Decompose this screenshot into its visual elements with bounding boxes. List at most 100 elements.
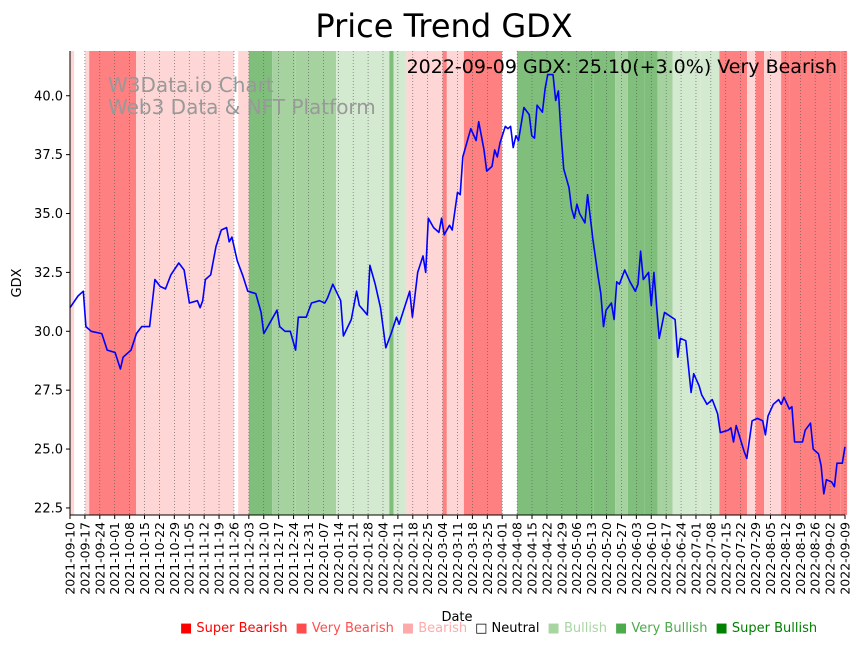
x-tick-label: 2022-08-05 [763, 522, 778, 595]
x-tick-label: 2022-01-14 [331, 522, 346, 595]
y-tick-label: 30.0 [34, 325, 63, 340]
x-tick-label: 2022-03-04 [435, 522, 450, 595]
sentiment-band [764, 51, 782, 515]
y-tick-label: 37.5 [34, 148, 63, 163]
x-axis-label: Date [441, 610, 472, 625]
x-tick-label: 2022-03-25 [480, 522, 495, 595]
sentiment-band [389, 51, 394, 515]
legend-label: Bearish [418, 621, 468, 636]
legend-label: Bullish [563, 621, 607, 636]
x-tick-label: 2022-08-26 [808, 522, 823, 595]
x-tick-label: 2022-02-11 [390, 522, 405, 595]
sentiment-band [463, 51, 503, 515]
x-tick-label: 2022-06-24 [674, 522, 689, 595]
x-tick-label: 2022-01-28 [361, 522, 376, 595]
x-tick-label: 2022-04-15 [525, 522, 540, 595]
x-tick-label: 2021-12-24 [286, 522, 301, 595]
sentiment-band [84, 51, 90, 515]
x-tick-label: 2022-01-21 [346, 522, 361, 595]
sentiment-band [136, 51, 188, 515]
x-tick-label: 2022-05-13 [584, 522, 599, 595]
x-tick-label: 2022-07-01 [688, 522, 703, 595]
x-tick-label: 2021-09-24 [92, 522, 107, 595]
sentiment-band [442, 51, 447, 515]
x-tick-label: 2022-06-17 [659, 522, 674, 595]
sentiment-band [336, 51, 390, 515]
legend-marker: □ [475, 621, 492, 636]
x-axis-ticks: 2021-09-10 2021-09-17 2021-09-24 2021-10-01… [63, 515, 853, 595]
x-tick-label: 2022-04-22 [539, 522, 554, 595]
x-tick-label: 2022-03-11 [450, 522, 465, 595]
x-tick-label: 2022-02-04 [375, 522, 390, 595]
x-tick-label: 2021-12-10 [256, 522, 271, 595]
sentiment-band [593, 51, 616, 515]
watermark-line-1: W3Data.io Chart [108, 73, 274, 97]
sentiment-band [657, 51, 673, 515]
x-tick-label: 2022-04-29 [554, 522, 569, 595]
legend-item: ■ Super Bullish [715, 621, 817, 636]
legend-item: □ Neutral [475, 621, 539, 636]
x-tick-label: 2022-05-27 [614, 522, 629, 595]
x-tick-label: 2021-12-31 [301, 522, 316, 595]
sentiment-band [70, 51, 75, 515]
x-tick-label: 2022-09-09 [838, 522, 853, 595]
legend-marker: ■ [614, 621, 632, 636]
legend-item: ■ Very Bullish [615, 621, 707, 636]
legend-marker: ■ [401, 621, 419, 636]
sentiment-band [755, 51, 765, 515]
y-tick-label: 22.5 [34, 501, 63, 516]
x-tick-label: 2021-10-29 [167, 522, 182, 595]
x-tick-label: 2021-11-12 [197, 522, 212, 595]
sentiment-band [840, 51, 848, 515]
x-tick-label: 2022-06-10 [644, 522, 659, 595]
y-axis-ticks: 22.5 25.0 27.5 30.0 32.5 35.0 37.5 40.0 [34, 89, 70, 516]
sentiment-band [502, 51, 518, 515]
sentiment-band [74, 51, 85, 515]
sentiment-band [393, 51, 407, 515]
legend-label: Super Bullish [731, 621, 818, 636]
legend-marker: ■ [547, 621, 564, 636]
legend-item: ■ Very Bearish [296, 621, 394, 636]
x-tick-label: 2022-09-02 [823, 522, 838, 595]
x-tick-label: 2021-10-15 [137, 522, 152, 595]
sentiment-band [446, 51, 464, 515]
x-tick-label: 2021-12-17 [271, 522, 286, 595]
price-series [69, 73, 846, 495]
sentiment-band [672, 51, 701, 515]
y-axis-label: GDX [10, 268, 25, 297]
legend-item: ■ Bullish [548, 621, 607, 636]
sentiment-band [272, 51, 296, 515]
legend-item: ■ Bearish [402, 621, 467, 636]
sentiment-band [248, 51, 273, 515]
legend-label: Very Bearish [311, 621, 394, 636]
x-tick-label: 2022-08-19 [793, 522, 808, 595]
x-tick-label: 2021-12-03 [241, 522, 256, 595]
sentiment-band [747, 51, 756, 515]
x-tick-label: 2022-02-18 [405, 522, 420, 595]
x-tick-label: 2021-09-17 [77, 522, 92, 595]
x-tick-label: 2022-07-29 [748, 522, 763, 595]
y-tick-label: 40.0 [34, 89, 63, 104]
date-gridlines [69, 51, 846, 515]
series-line-gdx [69, 73, 846, 495]
x-tick-label: 2022-08-12 [778, 522, 793, 595]
x-tick-label: 2022-06-03 [629, 522, 644, 595]
sentiment-band [517, 51, 533, 515]
legend-marker: ■ [715, 621, 732, 636]
sentiment-bands [70, 51, 848, 515]
legend-label: Very Bullish [631, 621, 708, 636]
sentiment-band [700, 51, 720, 515]
x-tick-label: 2022-07-08 [703, 522, 718, 595]
sentiment-band [406, 51, 443, 515]
latest-annotation: 2022-09-09 GDX: 25.10(+3.0%) Very Bearis… [407, 56, 837, 78]
x-tick-label: 2022-03-18 [465, 522, 480, 595]
x-tick-label: 2022-04-08 [510, 522, 525, 595]
x-tick-label: 2021-11-19 [212, 522, 227, 595]
sentiment-band [580, 51, 594, 515]
x-tick-label: 2022-05-06 [569, 522, 584, 595]
sentiment-band [561, 51, 581, 515]
x-tick-label: 2021-11-05 [182, 522, 197, 595]
x-tick-label: 2021-10-22 [152, 522, 167, 595]
legend-item: ■ Super Bearish [180, 621, 288, 636]
